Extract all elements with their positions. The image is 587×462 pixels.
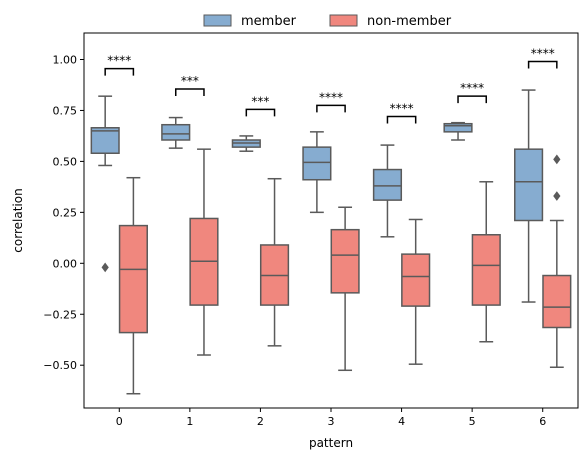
significance-bracket (457, 95, 488, 104)
box-body (372, 168, 403, 201)
box-body (514, 148, 544, 222)
legend: member non-member (203, 14, 452, 29)
significance-label: **** (319, 90, 343, 104)
y-tick-label: 0.25 (53, 206, 78, 219)
significance-label: **** (460, 81, 484, 95)
legend-label-member: member (241, 14, 297, 29)
x-axis: 0 1 2 3 4 5 6 (116, 408, 546, 428)
box-body (118, 224, 148, 334)
box-non-member-5 (471, 181, 501, 343)
significance-bracket (386, 115, 417, 124)
box-member-6 (514, 89, 544, 303)
plot-content: ********** **************** (90, 47, 572, 395)
x-tick-label: 5 (469, 415, 476, 428)
x-tick-label: 4 (398, 415, 405, 428)
x-tick-label: 2 (257, 415, 264, 428)
significance-bracket (245, 108, 276, 117)
significance-label: **** (390, 102, 414, 116)
box-member-2 (231, 135, 261, 152)
outlier-point (553, 154, 561, 165)
significance-label: **** (531, 47, 555, 61)
significance-bracket (104, 67, 135, 76)
legend-label-non-member: non-member (367, 14, 452, 29)
y-tick-label: 0.50 (53, 155, 78, 168)
x-axis-title: pattern (309, 436, 353, 450)
legend-swatch-non-member (329, 14, 358, 27)
box-body (330, 228, 360, 294)
y-tick-label: −0.50 (43, 359, 77, 372)
legend-swatch-member (203, 14, 232, 27)
plot-frame (83, 32, 579, 409)
outlier-point (553, 191, 561, 201)
box-body (161, 123, 191, 141)
box-body (401, 253, 431, 307)
y-axis-title: correlation (11, 188, 25, 252)
significance-label: *** (251, 94, 269, 108)
box-member-1 (161, 116, 191, 149)
outlier-point (101, 262, 109, 273)
box-body (471, 234, 501, 306)
significance-0: **** (104, 54, 135, 76)
x-tick-label: 1 (186, 415, 193, 428)
box-non-member-1 (189, 148, 219, 356)
box-member-3 (302, 131, 332, 214)
x-tick-label: 3 (328, 415, 335, 428)
significance-2: *** (245, 94, 276, 117)
significance-3: **** (316, 90, 346, 113)
significance-bracket (174, 88, 205, 97)
box-body (542, 274, 572, 329)
significance-1: *** (174, 74, 205, 97)
box-non-member-2 (259, 177, 290, 347)
box-body (443, 122, 473, 133)
significance-4: **** (386, 102, 417, 124)
box-member-5 (443, 121, 473, 141)
box-body (302, 146, 332, 181)
y-tick-label: 1.00 (53, 53, 78, 66)
x-tick-label: 6 (539, 415, 546, 428)
significance-bracket (527, 60, 558, 69)
box-non-member-3 (330, 206, 360, 372)
box-non-member-4 (401, 218, 431, 365)
y-tick-label: −0.25 (43, 308, 77, 321)
box-body (90, 127, 120, 154)
box-member-4 (372, 144, 403, 238)
x-tick-label: 0 (116, 415, 123, 428)
significance-label: **** (107, 54, 131, 68)
significance-5: **** (457, 81, 488, 104)
y-tick-label: 0.00 (53, 257, 78, 270)
box-non-member-6 (542, 154, 572, 368)
box-member-0 (90, 95, 120, 273)
y-axis: −0.50 −0.25 0.00 0.25 0.50 0.75 1.00 (43, 53, 84, 372)
significance-bracket (316, 104, 346, 113)
significance-6: **** (527, 47, 558, 69)
box-non-member-0 (118, 176, 148, 395)
y-tick-label: 0.75 (53, 104, 78, 117)
significance-label: *** (181, 74, 199, 88)
